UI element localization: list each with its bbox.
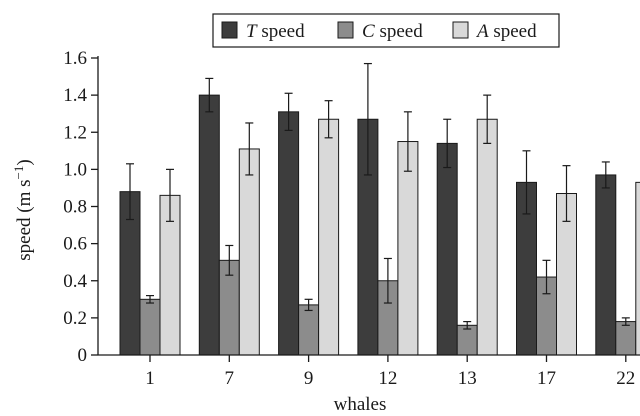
y-tick-label: 0.8 — [63, 197, 87, 218]
legend-swatch — [337, 21, 354, 39]
bar — [238, 148, 260, 356]
bar — [298, 304, 320, 356]
bar — [397, 141, 419, 356]
y-tick-label: 0.2 — [63, 308, 87, 329]
legend: T speed C speed A speed — [212, 13, 560, 48]
bar — [139, 298, 161, 356]
legend-swatch — [221, 21, 238, 39]
x-tick-label: 1 — [145, 368, 155, 389]
y-tick-label: 0.6 — [63, 234, 87, 255]
x-tick-label: 22 — [616, 368, 635, 389]
bar — [476, 118, 498, 356]
bar — [198, 94, 220, 356]
y-tick-label: 1.0 — [63, 159, 87, 180]
y-tick-label: 0.4 — [63, 271, 87, 292]
legend-swatch — [452, 21, 469, 39]
bar — [456, 324, 478, 356]
legend-label: A speed — [475, 21, 537, 42]
y-tick-label: 0 — [78, 345, 88, 366]
bar — [436, 142, 458, 356]
y-tick-label: 1.4 — [63, 85, 87, 106]
bar — [318, 118, 340, 356]
y-tick-label: 1.2 — [63, 122, 87, 143]
x-tick-label: 7 — [225, 368, 235, 389]
bars-group — [119, 62, 640, 356]
bar — [595, 174, 617, 356]
bar — [615, 321, 637, 356]
y-axis-title: speed (m s−1) — [11, 159, 35, 260]
legend-box — [212, 13, 560, 48]
x-axis-title: whales — [334, 394, 387, 415]
legend-label: T speed — [246, 21, 305, 42]
bar — [278, 111, 300, 356]
x-tick-label: 12 — [378, 368, 397, 389]
y-axis: 0 0.2 0.4 0.6 0.8 1.0 1.2 1.4 1.6 — [63, 48, 99, 366]
x-tick-label: 17 — [537, 368, 556, 389]
y-tick-label: 1.6 — [63, 48, 87, 69]
x-tick-label: 13 — [458, 368, 477, 389]
legend-label: C speed — [362, 21, 423, 42]
x-tick-label: 9 — [304, 368, 314, 389]
x-axis: 1 7 9 12 13 17 22 — [98, 354, 640, 389]
bar — [635, 181, 640, 356]
